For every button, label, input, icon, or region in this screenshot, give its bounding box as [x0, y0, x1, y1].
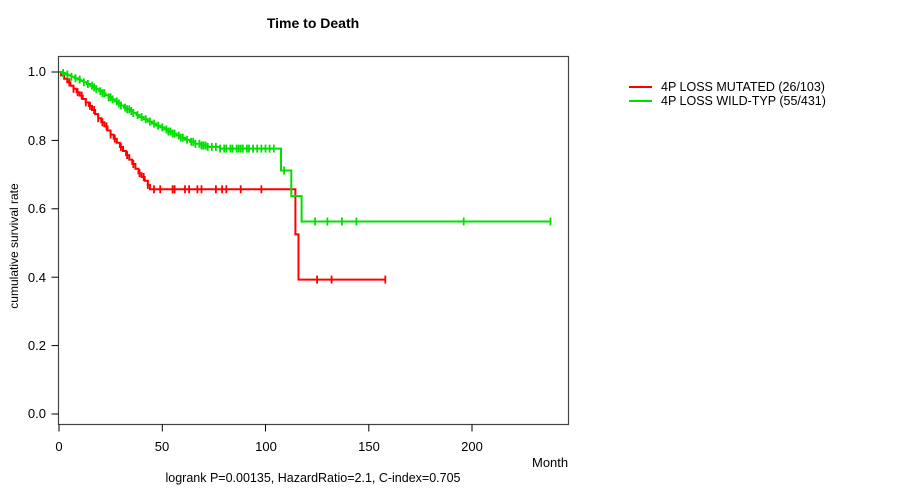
x-tick-label-0: 0 [55, 439, 63, 454]
y-tick-label-0.4: 0.4 [27, 270, 46, 285]
y-tick-label-0.6: 0.6 [27, 201, 46, 216]
legend-label-wildtype: 4P LOSS WILD-TYP (55/431) [661, 94, 826, 108]
plot-box [57, 55, 570, 426]
x-axis-label: Month [532, 455, 569, 470]
censor-marks-0 [68, 78, 387, 284]
survival-curves [59, 69, 552, 284]
x-tick-label-100: 100 [255, 439, 277, 454]
legend-red-line-icon [629, 86, 652, 88]
legend-green-line-icon [629, 100, 652, 102]
y-tick-label-0.0: 0.0 [27, 406, 46, 421]
axis-ticks [51, 71, 473, 432]
y-tick-label-1.0: 1.0 [27, 64, 46, 79]
chart-title: Time to Death [266, 15, 360, 31]
survival-curve-0 [59, 71, 386, 281]
x-tick-label-50: 50 [154, 439, 170, 454]
y-tick-label-0.2: 0.2 [27, 338, 46, 353]
legend-entry-mutated: 4P LOSS MUTATED (26/103) [629, 80, 825, 94]
censor-marks-1 [62, 69, 552, 226]
legend-label-mutated: 4P LOSS MUTATED (26/103) [661, 80, 825, 94]
y-tick-label-0.8: 0.8 [27, 133, 46, 148]
survival-curve-1 [59, 71, 551, 223]
stats-annotation: logrank P=0.00135, HazardRatio=2.1, C-in… [165, 471, 461, 485]
legend-entry-wildtype: 4P LOSS WILD-TYP (55/431) [629, 94, 826, 108]
x-tick-label-150: 150 [358, 439, 380, 454]
x-tick-label-200: 200 [461, 439, 483, 454]
